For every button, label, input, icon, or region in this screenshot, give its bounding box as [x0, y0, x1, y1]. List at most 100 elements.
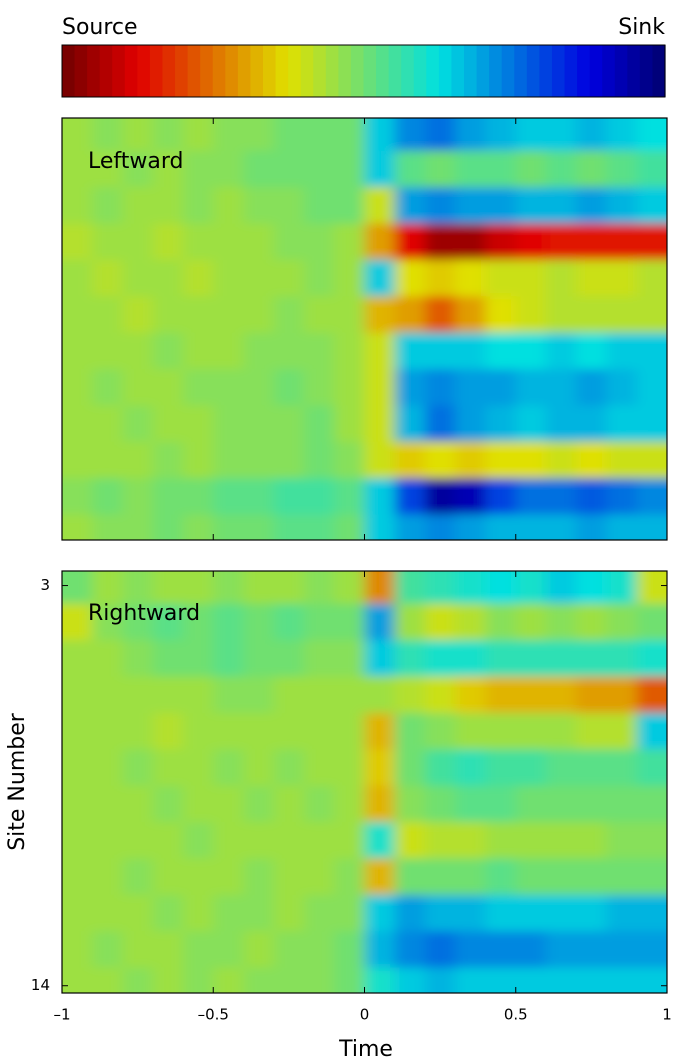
heatmap-cell — [576, 442, 607, 479]
colorbar-swatch — [552, 45, 565, 97]
heatmap-cell — [213, 478, 244, 515]
heatmap-cell — [183, 478, 214, 515]
colorbar-swatch — [615, 45, 628, 97]
heatmap-cell — [576, 547, 607, 604]
heatmap-cell — [395, 151, 426, 188]
colorbar-swatch — [301, 45, 314, 97]
heatmap-cell — [274, 858, 305, 895]
heatmap-cell — [637, 515, 677, 572]
heatmap-cell — [425, 442, 456, 479]
heatmap-cell — [244, 931, 275, 968]
heatmap-cell — [486, 187, 517, 224]
heatmap-cell — [304, 749, 335, 786]
x-tick-label: 1 — [662, 1006, 672, 1024]
colorbar-swatch — [213, 45, 226, 97]
heatmap-cell — [546, 478, 577, 515]
heatmap-cell — [153, 786, 184, 823]
heatmap-cell — [486, 478, 517, 515]
heatmap-cell — [334, 94, 365, 151]
heatmap-cell — [516, 786, 547, 823]
heatmap-cell — [183, 224, 214, 261]
heatmap-cell — [183, 713, 214, 750]
heatmap-cell — [42, 151, 93, 188]
heatmap-cell — [274, 515, 305, 572]
heatmap-cell — [304, 405, 335, 442]
heatmap-cell — [183, 94, 214, 151]
heatmap-cell — [516, 333, 547, 370]
heatmap-cell — [637, 478, 677, 515]
heatmap-cell — [274, 749, 305, 786]
heatmap-cell — [486, 786, 517, 823]
heatmap-cell — [92, 405, 123, 442]
heatmap-cell — [183, 749, 214, 786]
heatmap-cell — [213, 333, 244, 370]
heatmap-cell — [607, 786, 638, 823]
heatmap-cell — [92, 677, 123, 714]
heatmap-cell — [576, 151, 607, 188]
heatmap-cell — [637, 224, 677, 261]
colorbar — [62, 45, 666, 97]
heatmap-cell — [395, 713, 426, 750]
heatmap-cell — [123, 640, 154, 677]
heatmap-cell — [425, 405, 456, 442]
heatmap-cell — [334, 822, 365, 859]
heatmap-cell — [92, 187, 123, 224]
colorbar-low-label: Source — [62, 15, 138, 40]
heatmap-cell — [365, 858, 396, 895]
heatmap-cell — [244, 858, 275, 895]
heatmap-cell — [607, 749, 638, 786]
heatmap-cell — [546, 442, 577, 479]
heatmap-cell — [425, 260, 456, 297]
heatmap-cell — [395, 677, 426, 714]
heatmap-cell — [92, 786, 123, 823]
heatmap-cell — [637, 296, 677, 333]
heatmap-cell — [153, 713, 184, 750]
heatmap-cell — [576, 296, 607, 333]
heatmap-cell — [576, 786, 607, 823]
heatmap-cell — [607, 405, 638, 442]
heatmap-cell — [607, 224, 638, 261]
x-axis-label: Time — [338, 1037, 393, 1062]
heatmap-cell — [546, 604, 577, 641]
heatmap-cell — [395, 405, 426, 442]
heatmap-cell — [365, 931, 396, 968]
heatmap-cell — [395, 895, 426, 932]
heatmap-cell — [123, 296, 154, 333]
heatmap-cell — [334, 333, 365, 370]
heatmap-cell — [123, 895, 154, 932]
heatmap-cell — [183, 931, 214, 968]
colorbar-swatch — [112, 45, 125, 97]
heatmap-cell — [334, 895, 365, 932]
heatmap-cell — [274, 442, 305, 479]
heatmap-cell — [92, 333, 123, 370]
heatmap-cell — [455, 94, 486, 151]
heatmap-cell — [244, 478, 275, 515]
heatmap-cell — [486, 858, 517, 895]
heatmap-cell — [244, 224, 275, 261]
heatmap-cell — [516, 478, 547, 515]
heatmap-cell — [637, 94, 677, 151]
heatmap-cell — [213, 858, 244, 895]
heatmap-cell — [304, 260, 335, 297]
colorbar-swatch — [288, 45, 301, 97]
colorbar-swatch — [263, 45, 276, 97]
colorbar-swatch — [464, 45, 477, 97]
heatmap-cell — [213, 895, 244, 932]
heatmap-cell — [486, 151, 517, 188]
colorbar-swatch — [225, 45, 238, 97]
heatmap-cell — [516, 187, 547, 224]
heatmap-cell — [516, 405, 547, 442]
heatmap-cell — [455, 547, 486, 604]
heatmap-cell — [516, 224, 547, 261]
heatmap-cell — [153, 94, 184, 151]
heatmap-cell — [42, 640, 93, 677]
heatmap-cell — [576, 713, 607, 750]
heatmap-cell — [395, 604, 426, 641]
heatmap-cell — [244, 547, 275, 604]
colorbar-swatch — [527, 45, 540, 97]
heatmap-cell — [576, 640, 607, 677]
heatmap-cell — [304, 895, 335, 932]
heatmap-cell — [516, 260, 547, 297]
heatmap-cell — [183, 187, 214, 224]
heatmap-cell — [123, 968, 154, 1025]
